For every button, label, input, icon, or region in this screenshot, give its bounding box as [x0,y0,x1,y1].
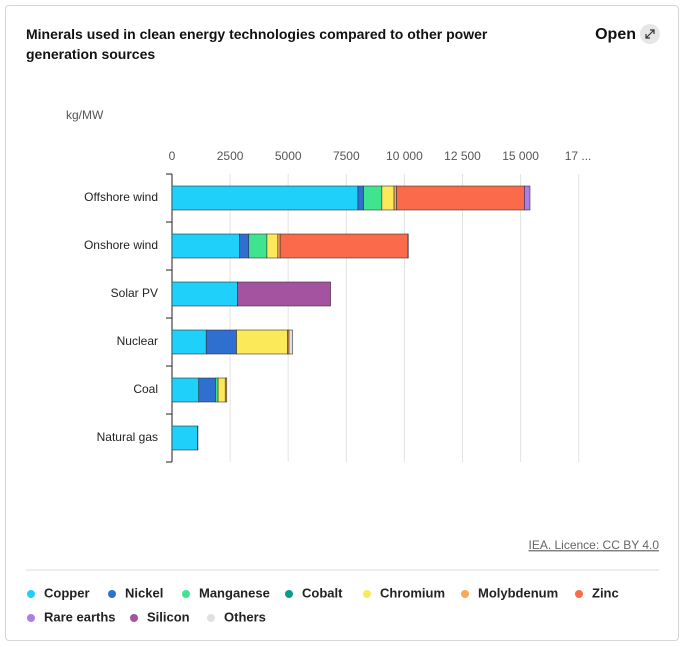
legend-marker [27,590,35,598]
x-tick-label: 12 500 [444,149,481,163]
bar-segment [393,185,397,211]
source[interactable]: IEA. Licence: CC BY 4.0 [528,538,659,552]
x-tick-label: 15 000 [502,149,539,163]
bar-segment [171,185,359,211]
bar-segment [171,329,207,355]
bar-segment [198,377,216,403]
legend-marker [108,590,116,598]
open-button[interactable]: Open [595,26,636,43]
legend-marker [182,590,190,598]
bar-segment [524,185,531,211]
open-icon-arrow [645,29,655,39]
y-tick-label: Offshore wind [84,190,158,204]
bar-segment [215,377,219,403]
y-tick-label: Solar PV [111,286,158,300]
card [5,5,679,641]
legend-label: Silicon [147,609,190,624]
legend-label: Manganese [199,585,270,600]
y-tick-label: Natural gas [97,430,158,444]
x-tick-label: 17 ... [565,149,592,163]
bar-segment [396,185,525,211]
bar-segment [248,233,268,259]
legend-label: Chromium [380,585,445,600]
bar-segment [357,185,364,211]
legend-label: Zinc [592,585,619,600]
x-tick-label: 2500 [217,149,244,163]
legend-label: Rare earths [44,609,116,624]
legend-marker [130,614,138,622]
bar-segment [381,185,395,211]
legend-marker [575,590,583,598]
legend-marker [363,590,371,598]
bar-segment [277,233,281,259]
legend-label: Molybdenum [478,585,558,600]
legend-marker [461,590,469,598]
x-tick-label: 0 [169,149,176,163]
y-tick-label: Coal [133,382,158,396]
y-tick-label: Onshore wind [84,238,158,252]
chart-title: Minerals used in clean energy technologi… [26,26,488,62]
bar-segment [224,377,228,403]
bar-segment [237,281,331,307]
bar-segment [266,233,279,259]
bar-segment [205,329,237,355]
x-tick-label: 10 000 [386,149,423,163]
bar-segment [171,377,200,403]
legend-label: Cobalt [302,585,343,600]
bar-segment [217,377,226,403]
legend-label: Others [224,609,266,624]
legend-label: Copper [44,585,90,600]
legend-marker [285,590,293,598]
x-tick-label: 7500 [333,149,360,163]
bar-segment [279,233,409,259]
legend-marker [207,614,215,622]
bar-segment [171,233,240,259]
legend-marker [27,614,35,622]
bar-segment [363,185,383,211]
bar-segment [239,233,250,259]
bar-segment [288,329,293,355]
y-axis-label: kg/MW [66,108,104,122]
y-tick-label: Nuclear [117,334,158,348]
bar-segment [171,281,238,307]
bar-segment [236,329,288,355]
x-tick-label: 5000 [275,149,302,163]
legend-label: Nickel [125,585,163,600]
bar-segment [171,425,198,451]
